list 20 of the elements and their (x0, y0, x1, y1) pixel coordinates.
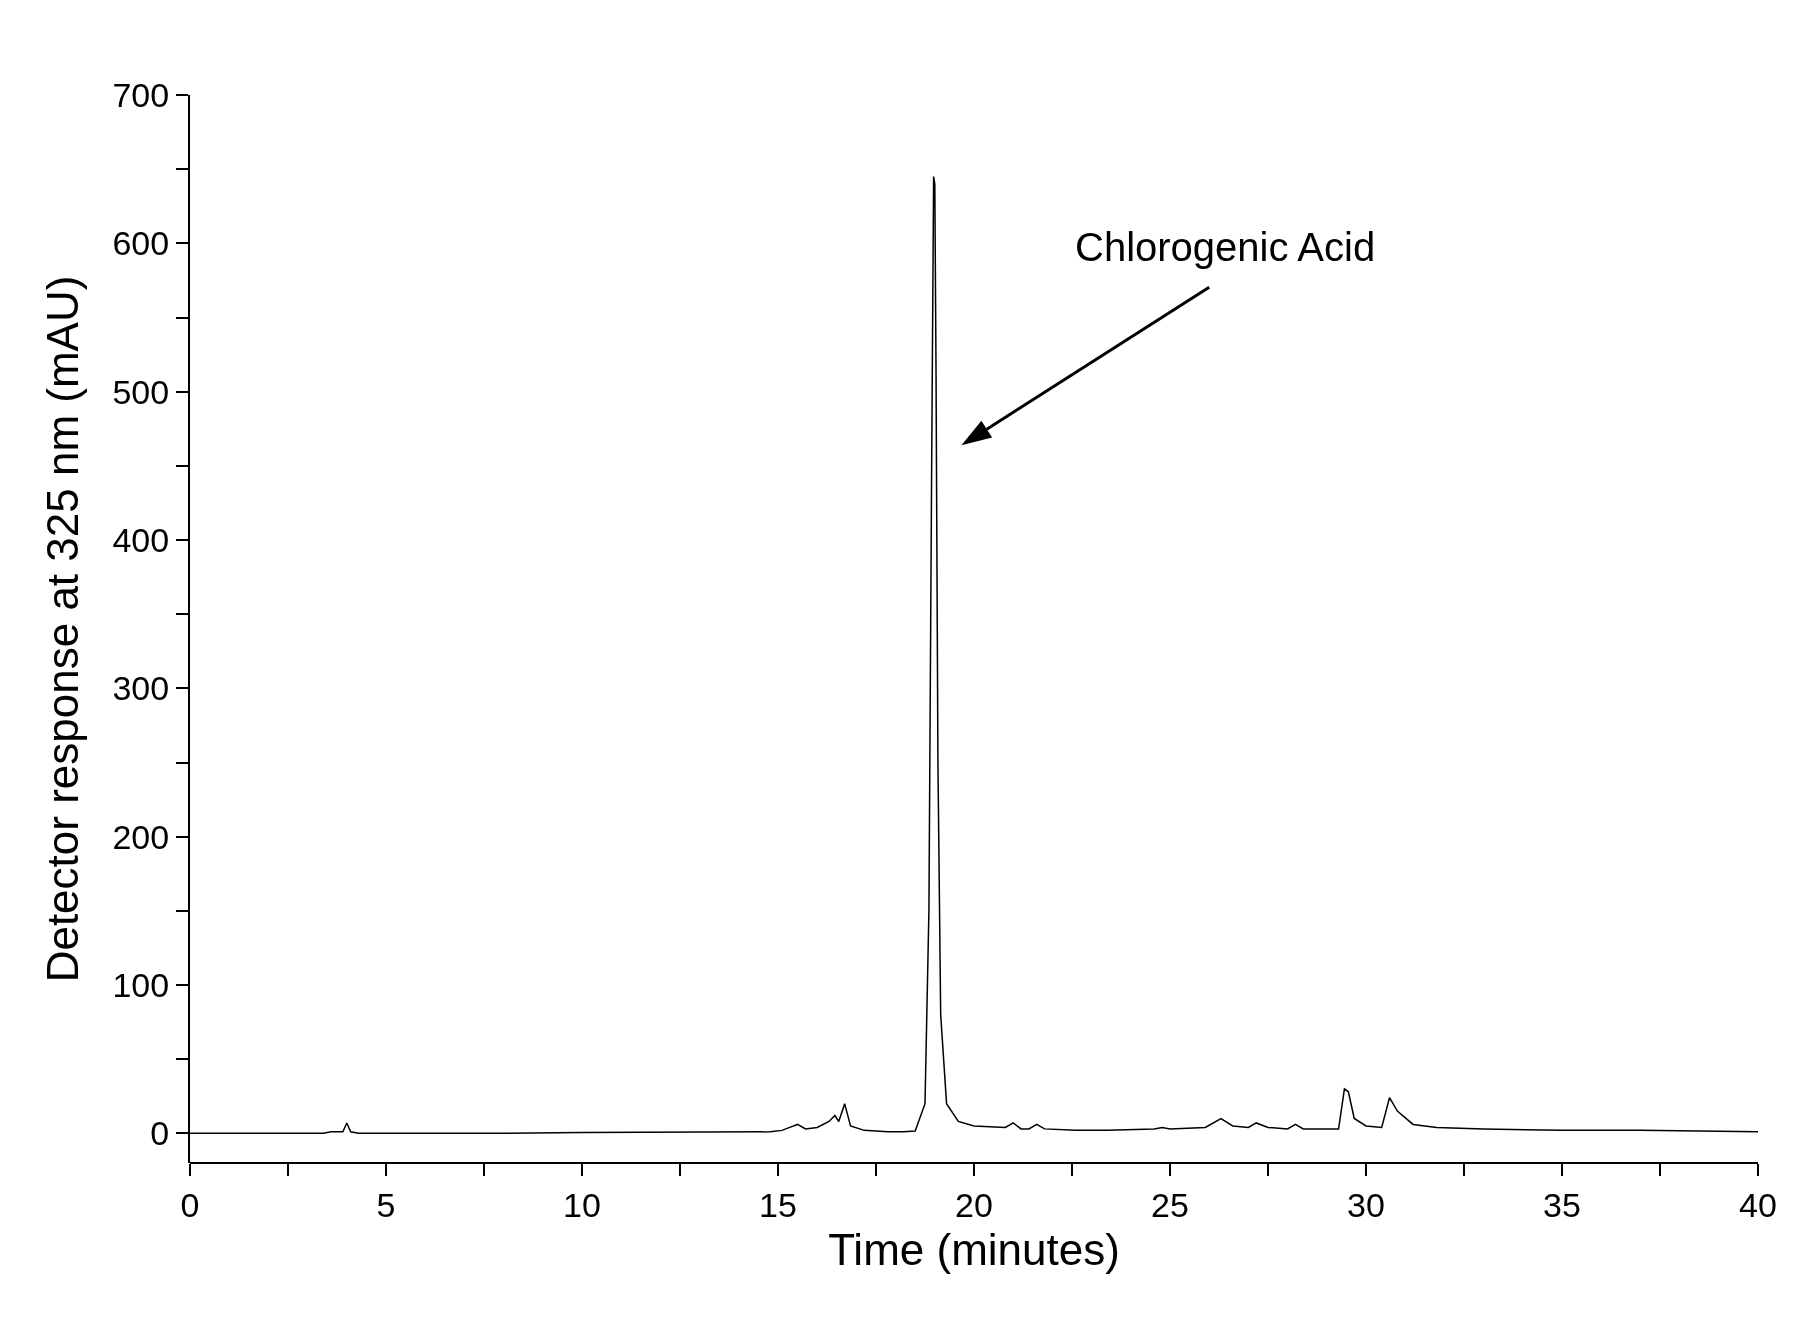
y-tick-label: 300 (112, 669, 170, 708)
x-tick-label: 35 (1543, 1185, 1581, 1224)
x-tick-label: 10 (563, 1185, 601, 1224)
y-tick-label: 200 (112, 817, 170, 856)
x-tick-label: 0 (180, 1185, 200, 1224)
x-tick-label: 15 (759, 1185, 797, 1224)
annotation: Chlorogenic Acid (1075, 225, 1376, 269)
y-tick-label: 400 (112, 520, 170, 559)
y-tick-label: 600 (112, 224, 170, 263)
x-tick-label: 5 (376, 1185, 396, 1224)
y-tick-label: 0 (150, 1114, 170, 1153)
x-axis-title: Time (minutes) (828, 1224, 1120, 1274)
x-tick-label: 30 (1347, 1185, 1385, 1224)
x-tick-label: 40 (1739, 1185, 1777, 1224)
x-tick-label: 25 (1151, 1185, 1189, 1224)
y-tick-label: 100 (112, 965, 170, 1004)
y-axis-title: Detector response at 325 nm (mAU) (38, 275, 88, 983)
y-tick-label: 500 (112, 372, 170, 411)
y-tick-label: 700 (112, 75, 170, 114)
x-tick-label: 20 (955, 1185, 993, 1224)
